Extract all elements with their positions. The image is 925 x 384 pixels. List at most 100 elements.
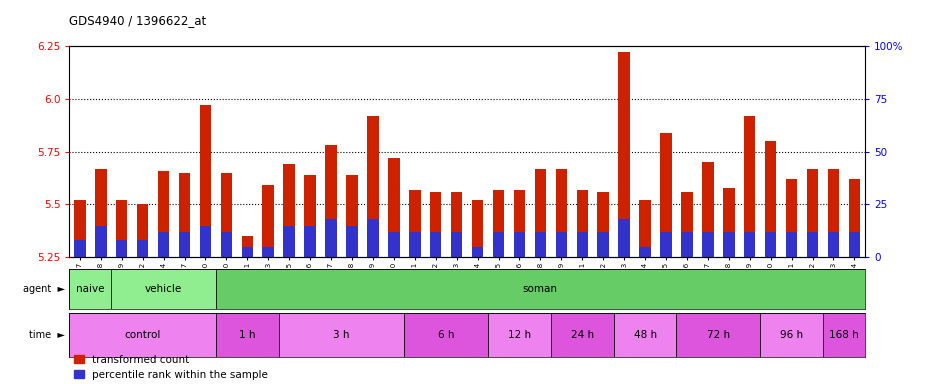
Bar: [95, 225, 106, 257]
Bar: [848, 232, 860, 257]
Text: 1 h: 1 h: [239, 330, 255, 340]
Bar: [326, 145, 337, 257]
Bar: [409, 232, 421, 257]
Bar: [828, 169, 839, 257]
Bar: [221, 232, 232, 257]
Bar: [179, 173, 191, 257]
Bar: [576, 232, 588, 257]
Bar: [74, 240, 86, 257]
Bar: [598, 232, 609, 257]
Bar: [346, 225, 358, 257]
Bar: [283, 225, 295, 257]
Bar: [388, 232, 400, 257]
Bar: [367, 116, 378, 257]
Bar: [430, 232, 441, 257]
Bar: [576, 190, 588, 257]
Bar: [744, 232, 756, 257]
Bar: [450, 232, 462, 257]
Text: time  ►: time ►: [29, 330, 65, 340]
Bar: [660, 232, 672, 257]
Bar: [69, 313, 216, 357]
Bar: [116, 240, 128, 257]
Bar: [179, 232, 191, 257]
Bar: [760, 313, 823, 357]
Bar: [598, 192, 609, 257]
Bar: [828, 232, 839, 257]
Bar: [744, 116, 756, 257]
Bar: [472, 247, 484, 257]
Bar: [535, 232, 546, 257]
Bar: [200, 105, 211, 257]
Bar: [409, 190, 421, 257]
Bar: [111, 269, 216, 309]
Bar: [786, 232, 797, 257]
Bar: [116, 200, 128, 257]
Bar: [158, 170, 169, 257]
Bar: [639, 200, 651, 257]
Bar: [216, 269, 865, 309]
Bar: [69, 269, 111, 309]
Bar: [676, 313, 760, 357]
Text: 48 h: 48 h: [634, 330, 657, 340]
Bar: [304, 175, 315, 257]
Bar: [556, 232, 567, 257]
Bar: [278, 313, 404, 357]
Bar: [263, 185, 274, 257]
Bar: [472, 200, 484, 257]
Bar: [241, 247, 253, 257]
Bar: [660, 132, 672, 257]
Bar: [723, 232, 734, 257]
Bar: [200, 225, 211, 257]
Bar: [241, 236, 253, 257]
Bar: [807, 232, 819, 257]
Text: 6 h: 6 h: [438, 330, 454, 340]
Bar: [216, 313, 278, 357]
Bar: [613, 313, 676, 357]
Bar: [807, 169, 819, 257]
Text: 72 h: 72 h: [707, 330, 730, 340]
Bar: [283, 164, 295, 257]
Bar: [619, 219, 630, 257]
Bar: [823, 313, 865, 357]
Text: naive: naive: [76, 284, 105, 294]
Bar: [765, 232, 776, 257]
Text: soman: soman: [523, 284, 558, 294]
Bar: [513, 190, 525, 257]
Text: 3 h: 3 h: [333, 330, 350, 340]
Text: 24 h: 24 h: [571, 330, 594, 340]
Bar: [786, 179, 797, 257]
Bar: [367, 219, 378, 257]
Bar: [488, 313, 551, 357]
Bar: [639, 247, 651, 257]
Bar: [556, 169, 567, 257]
Bar: [326, 219, 337, 257]
Text: 168 h: 168 h: [829, 330, 858, 340]
Legend: transformed count, percentile rank within the sample: transformed count, percentile rank withi…: [69, 351, 272, 384]
Bar: [681, 232, 693, 257]
Text: GDS4940 / 1396622_at: GDS4940 / 1396622_at: [69, 14, 206, 27]
Bar: [404, 313, 488, 357]
Bar: [137, 240, 148, 257]
Bar: [221, 173, 232, 257]
Bar: [513, 232, 525, 257]
Bar: [493, 190, 504, 257]
Bar: [493, 232, 504, 257]
Bar: [723, 187, 734, 257]
Bar: [388, 158, 400, 257]
Bar: [430, 192, 441, 257]
Bar: [137, 204, 148, 257]
Bar: [765, 141, 776, 257]
Bar: [450, 192, 462, 257]
Bar: [346, 175, 358, 257]
Text: 96 h: 96 h: [780, 330, 803, 340]
Text: control: control: [125, 330, 161, 340]
Bar: [535, 169, 546, 257]
Bar: [551, 313, 613, 357]
Bar: [158, 232, 169, 257]
Bar: [702, 232, 713, 257]
Text: 12 h: 12 h: [508, 330, 531, 340]
Bar: [619, 52, 630, 257]
Bar: [263, 247, 274, 257]
Text: vehicle: vehicle: [145, 284, 182, 294]
Bar: [681, 192, 693, 257]
